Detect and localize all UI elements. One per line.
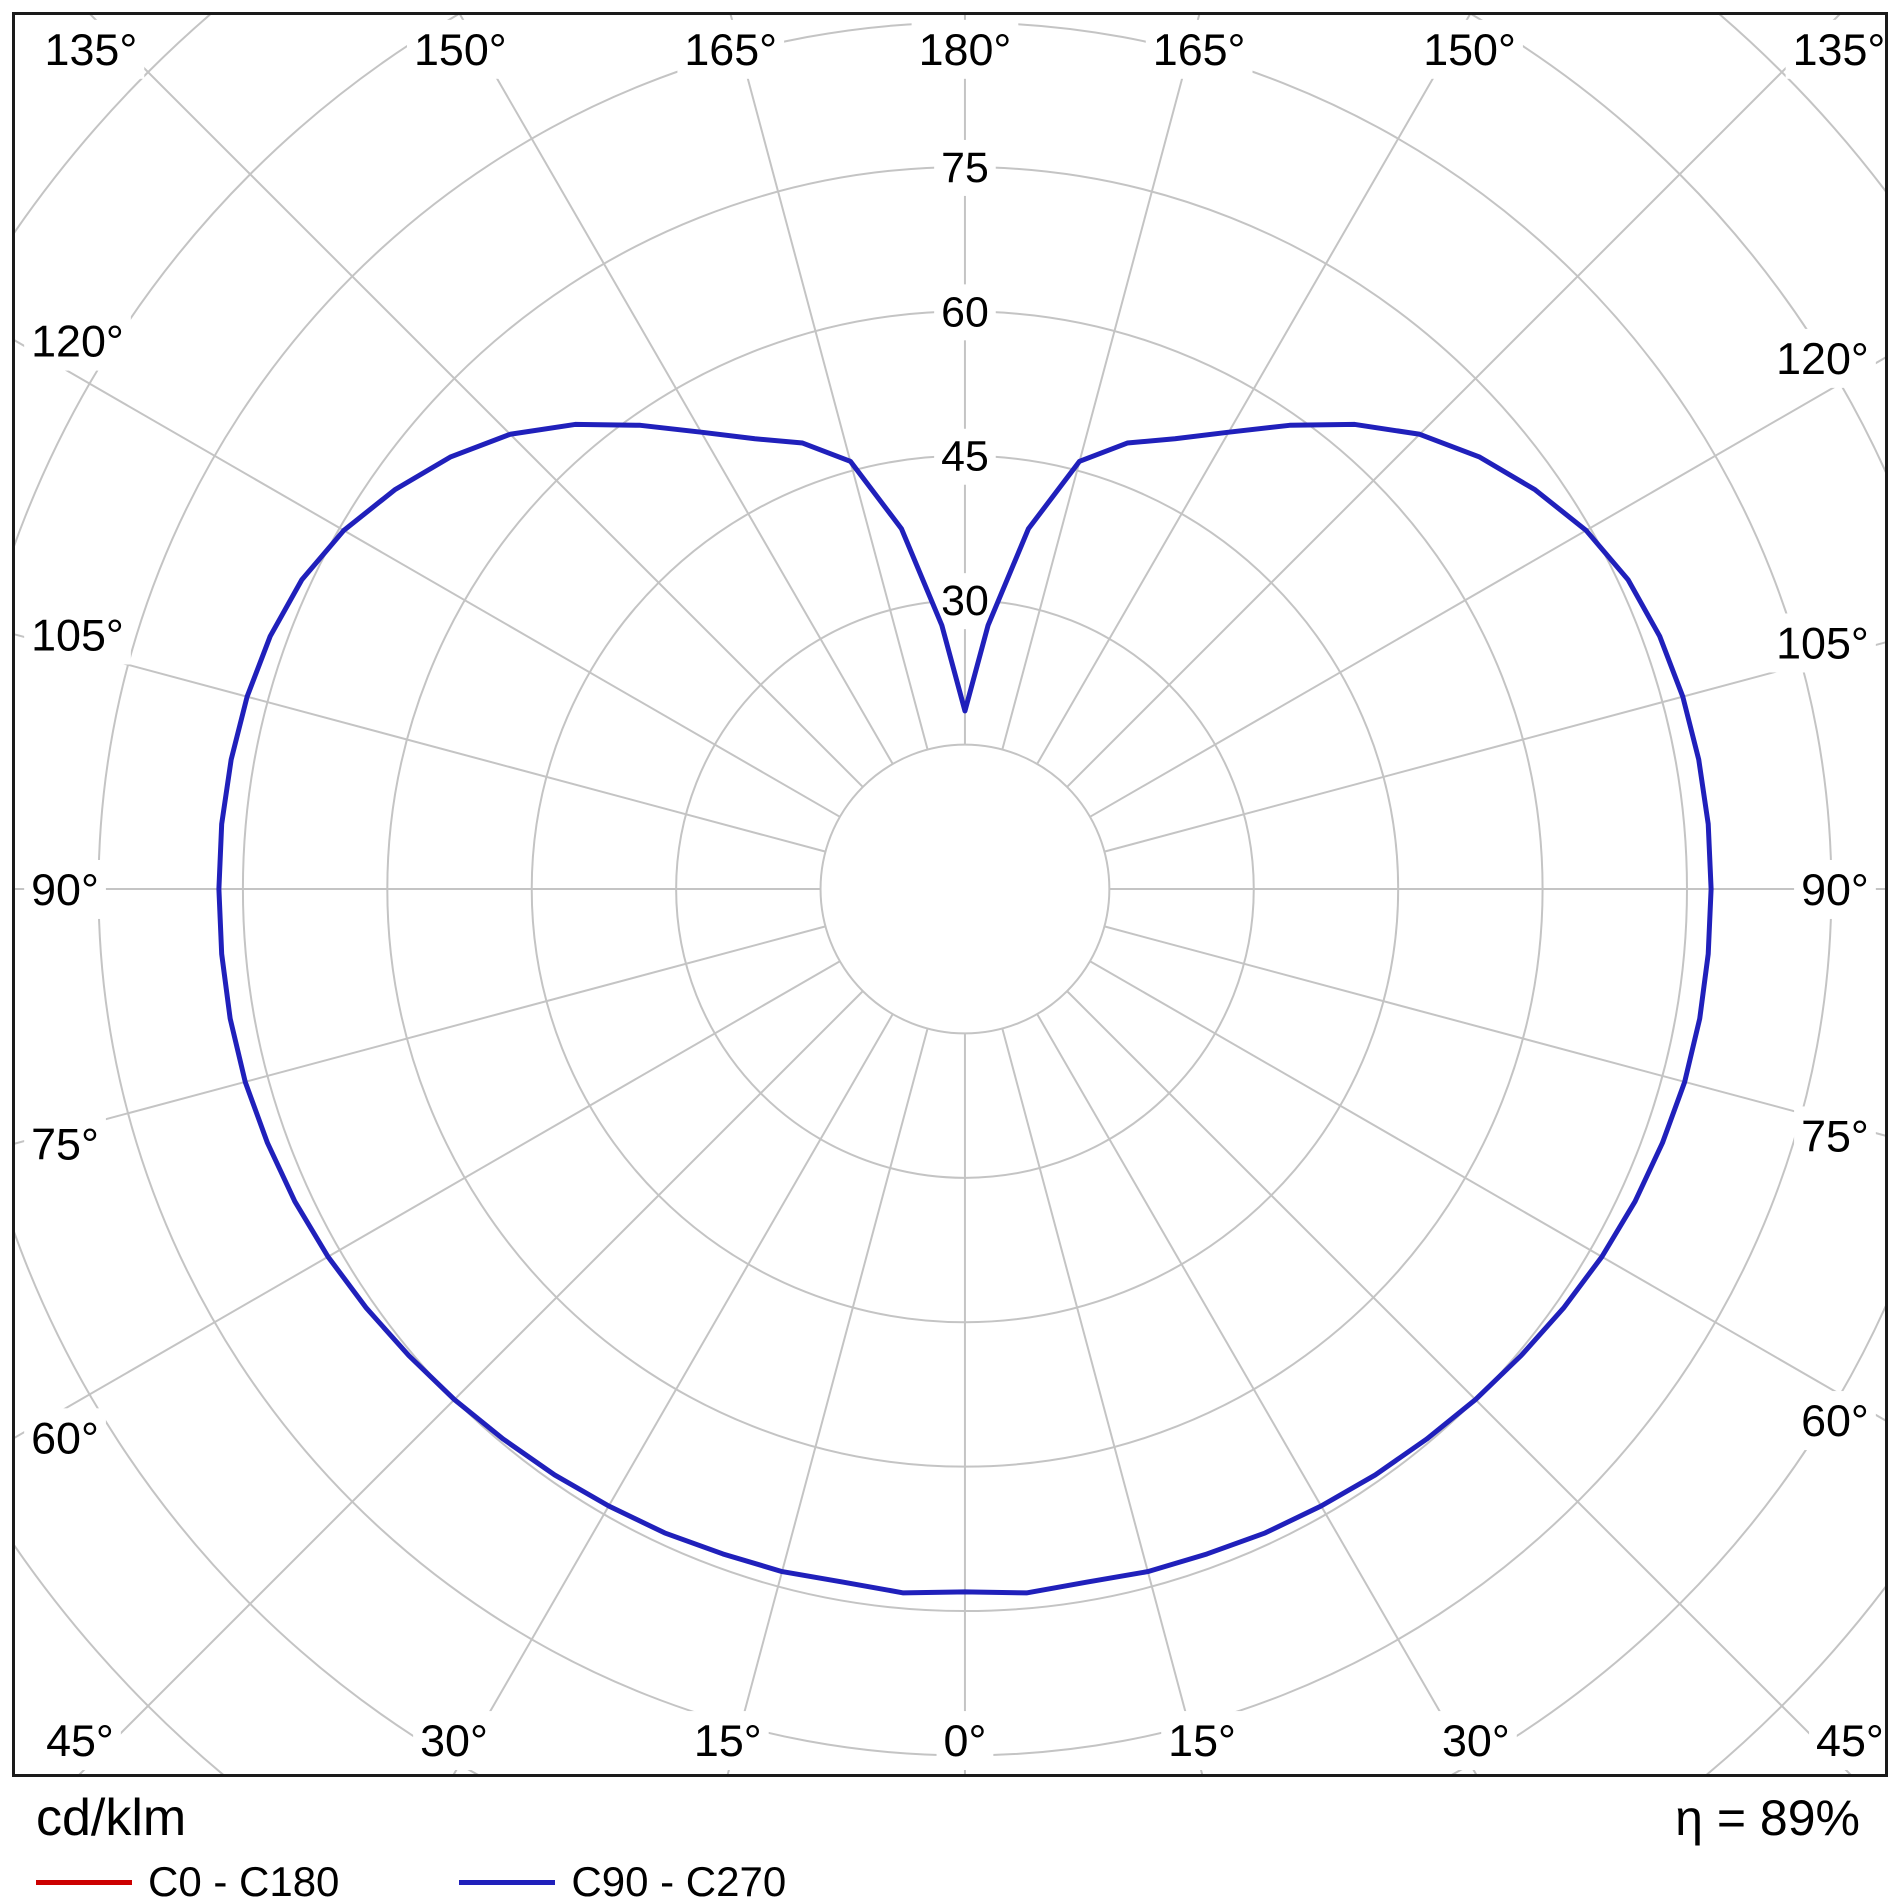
grid-spoke (15, 633, 826, 853)
legend-swatch-red (36, 1879, 132, 1885)
label-background (413, 1711, 495, 1771)
grid-spoke (726, 1028, 929, 1774)
polar-chart: 135° 150° 165° 180° 165° 150° 135° 120° 105° 90° 7… (15, 15, 1885, 1774)
angle-label: 15° (694, 1715, 762, 1766)
grid-spoke (15, 960, 841, 1439)
legend-label-c90-c270: C90 - C270 (571, 1858, 787, 1900)
grid-spoke (15, 925, 826, 1145)
grid-spoke (15, 339, 841, 818)
angle-label: 120° (1776, 333, 1869, 384)
grid-spoke (1066, 990, 1852, 1774)
grid-spoke (1104, 925, 1885, 1137)
angle-label: 75° (1801, 1110, 1869, 1161)
angle-label: 120° (31, 316, 124, 367)
angle-label: 30° (1442, 1715, 1510, 1766)
grid-spoke (1001, 1028, 1204, 1774)
legend-label-c0-c180: C0 - C180 (148, 1858, 340, 1900)
legend-item-c90-c270: C90 - C270 (459, 1858, 786, 1900)
polar-plot-frame: 135° 150° 165° 180° 165° 150° 135° 120° 105° 90° 7… (12, 12, 1888, 1777)
grid-ring (819, 743, 1111, 1035)
distribution-curve-c90-c270 (216, 421, 1714, 1596)
grid-spoke (1089, 960, 1885, 1422)
grid-spoke (78, 990, 864, 1774)
angle-label: 165° (1153, 24, 1246, 75)
label-background (37, 19, 145, 79)
label-background (1794, 859, 1876, 919)
label-background (677, 19, 785, 79)
angle-label: 135° (45, 24, 138, 75)
grid-spoke (452, 1013, 894, 1774)
angle-label: 165° (684, 24, 777, 75)
label-background (934, 573, 996, 630)
angle-label: 15° (1168, 1715, 1236, 1766)
grid-spoke (1089, 356, 1885, 818)
radial-tick-label: 60 (941, 288, 989, 336)
label-background (686, 1711, 769, 1771)
footer-row: cd/klm η = 89% (12, 1782, 1888, 1848)
grid-ring (15, 15, 1885, 1774)
legend: C0 - C180 C90 - C270 (12, 1848, 1888, 1900)
label-background (39, 1711, 121, 1771)
label-background (934, 139, 996, 196)
grid-spoke (459, 15, 894, 765)
angle-label: 180° (919, 24, 1012, 75)
label-background (911, 19, 1019, 79)
grid-spoke (1036, 1013, 1478, 1774)
legend-item-c0-c180: C0 - C180 (36, 1858, 339, 1900)
radial-tick-label: 30 (941, 577, 989, 625)
angle-label: 30° (420, 1715, 488, 1766)
efficiency-label: η = 89% (1675, 1790, 1860, 1846)
grid-spoke (89, 15, 864, 788)
label-background (1145, 19, 1253, 79)
grid-spoke (729, 15, 929, 750)
label-background (24, 605, 131, 665)
label-background (1809, 1711, 1885, 1771)
label-background (1785, 19, 1885, 79)
angle-label: 0° (944, 1715, 987, 1766)
angle-label: 60° (31, 1412, 99, 1463)
label-background (1161, 1711, 1243, 1771)
angle-label: 45° (1816, 1715, 1884, 1766)
label-background (24, 311, 131, 371)
label-background (24, 1114, 106, 1174)
angle-label: 150° (414, 24, 507, 75)
angle-label: 135° (1793, 24, 1885, 75)
angle-label: 60° (1801, 1395, 1869, 1446)
radial-tick-label: 75 (941, 144, 989, 192)
label-background (1769, 613, 1876, 673)
label-background (1794, 1391, 1876, 1451)
chart-footer: cd/klm η = 89% C0 - C180 C90 - C270 (12, 1782, 1888, 1900)
label-background (1435, 1711, 1517, 1771)
angle-label: 105° (31, 609, 124, 660)
grid-spoke (1066, 15, 1841, 788)
grid-ring (15, 15, 1885, 1774)
label-background (24, 1408, 106, 1468)
legend-swatch-blue (459, 1879, 556, 1885)
label-background (406, 19, 514, 79)
angle-label: 45° (46, 1715, 114, 1766)
label-background (936, 1711, 994, 1771)
grid-spoke (1036, 15, 1471, 765)
label-background (934, 284, 996, 341)
label-background (934, 428, 996, 485)
angle-label: 90° (31, 864, 99, 915)
angle-label: 105° (1776, 617, 1869, 668)
label-background (1794, 1106, 1876, 1166)
grid-spoke (1104, 641, 1885, 853)
label-background (1416, 19, 1523, 79)
unit-label: cd/klm (36, 1789, 187, 1847)
angle-label: 75° (31, 1118, 99, 1169)
radial-tick-label: 45 (941, 433, 989, 481)
label-background (1769, 328, 1876, 388)
angle-label: 150° (1423, 24, 1516, 75)
label-background (24, 859, 106, 919)
grid-spoke (1001, 15, 1201, 750)
angle-label: 90° (1801, 864, 1869, 915)
